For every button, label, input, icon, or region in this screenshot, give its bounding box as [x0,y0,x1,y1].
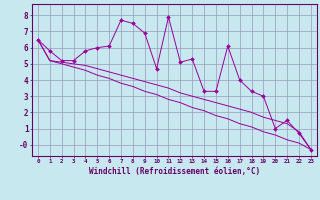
X-axis label: Windchill (Refroidissement éolien,°C): Windchill (Refroidissement éolien,°C) [89,167,260,176]
